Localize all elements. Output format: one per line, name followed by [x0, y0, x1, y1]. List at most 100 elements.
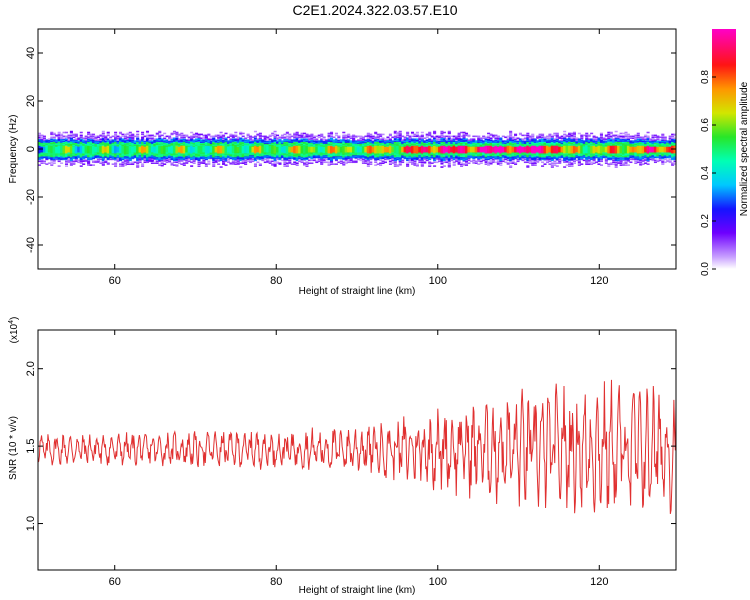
heatmap-cell	[386, 136, 390, 139]
heatmap-cell	[172, 138, 177, 140]
heatmap-cell	[256, 133, 260, 136]
heatmap-cell	[285, 139, 289, 141]
heatmap-cell	[128, 139, 132, 141]
heatmap-cell	[101, 164, 105, 166]
heatmap-cell	[477, 135, 481, 138]
heatmap-cell	[239, 133, 243, 136]
heatmap-cell	[398, 152, 402, 155]
heatmap-cell	[38, 143, 42, 145]
heatmap-cell	[236, 144, 240, 146]
heatmap-cell	[339, 149, 343, 152]
heatmap-cell	[244, 153, 248, 156]
heatmap-cell	[283, 137, 287, 140]
heatmap-cell	[133, 154, 137, 157]
heatmap-cell	[413, 150, 417, 153]
heatmap-cell	[69, 163, 73, 165]
heatmap-cell	[298, 136, 302, 139]
heatmap-cell	[359, 139, 363, 141]
heatmap-cell	[315, 147, 319, 149]
heatmap-cell	[246, 148, 250, 150]
heatmap-cell	[219, 135, 223, 138]
heatmap-cell	[489, 139, 493, 141]
heatmap-cell	[298, 140, 302, 142]
heatmap-cell	[158, 148, 162, 150]
heatmap-cell	[91, 164, 96, 166]
heatmap-cell	[268, 141, 272, 143]
heatmap-cell	[428, 157, 432, 160]
heatmap-cell	[266, 149, 270, 152]
heatmap-cell	[175, 161, 179, 164]
heatmap-cell	[406, 138, 410, 140]
heatmap-cell	[214, 145, 218, 147]
heatmap-cell	[462, 151, 466, 154]
heatmap-cell	[74, 138, 78, 140]
heatmap-cell	[494, 155, 498, 158]
heatmap-cell	[268, 160, 272, 163]
heatmap-cell	[84, 149, 88, 151]
heatmap-cell	[106, 144, 110, 146]
heatmap-cell	[334, 146, 338, 148]
heatmap-cell	[283, 152, 287, 155]
heatmap-cell	[199, 142, 203, 144]
heatmap-cell	[116, 149, 120, 151]
heatmap-cell	[298, 142, 302, 144]
heatmap-cell	[101, 157, 105, 160]
heatmap-cell	[455, 151, 459, 154]
heatmap-cell	[398, 163, 402, 165]
heatmap-cell	[99, 145, 103, 147]
heatmap-cell	[45, 139, 49, 141]
heatmap-cell	[487, 132, 491, 135]
heatmap-cell	[300, 157, 304, 160]
heatmap-cell	[67, 161, 71, 164]
heatmap-cell	[386, 146, 390, 148]
heatmap-cell	[374, 143, 378, 145]
heatmap-cell	[121, 133, 125, 136]
heatmap-cell	[136, 149, 140, 152]
heatmap-cell	[361, 138, 365, 140]
heatmap-cell	[342, 163, 346, 165]
heatmap-cell	[280, 151, 284, 154]
heatmap-cell	[82, 156, 86, 159]
heatmap-cell	[50, 143, 54, 145]
heatmap-cell	[222, 153, 226, 156]
heatmap-cell	[136, 137, 140, 140]
heatmap-cell	[38, 139, 42, 141]
heatmap-cell	[317, 160, 321, 163]
heatmap-cell	[94, 154, 98, 157]
heatmap-cell	[136, 149, 140, 151]
heatmap-cell	[170, 149, 174, 151]
heatmap-cell	[339, 151, 343, 154]
heatmap-cell	[195, 158, 199, 161]
heatmap-cell	[217, 143, 221, 145]
heatmap-cell	[406, 151, 410, 154]
heatmap-cell	[423, 137, 427, 140]
heatmap-cell	[447, 141, 451, 143]
heatmap-cell	[101, 135, 105, 138]
heatmap-cell	[271, 157, 275, 160]
heatmap-cell	[251, 141, 255, 143]
heatmap-cell	[494, 158, 498, 161]
heatmap-cell	[170, 149, 174, 152]
heatmap-cell	[342, 161, 346, 164]
heatmap-cell	[283, 146, 287, 148]
heatmap-cell	[106, 132, 110, 135]
heatmap-cell	[136, 166, 140, 168]
heatmap-cell	[278, 138, 282, 140]
heatmap-cell	[111, 157, 115, 160]
heatmap-cell	[298, 150, 302, 153]
heatmap-cell	[256, 155, 260, 158]
heatmap-cell	[50, 145, 54, 147]
heatmap-cell	[388, 140, 392, 142]
heatmap-cell	[62, 137, 66, 140]
heatmap-cell	[258, 163, 262, 165]
heatmap-cell	[496, 142, 500, 144]
heatmap-cell	[415, 135, 419, 138]
heatmap-cell	[413, 149, 417, 151]
heatmap-cell	[101, 142, 105, 144]
heatmap-cell	[219, 143, 223, 145]
heatmap-cell	[145, 134, 150, 137]
heatmap-cell	[477, 149, 481, 152]
heatmap-cell	[222, 140, 226, 142]
heatmap-cell	[160, 164, 164, 166]
heatmap-cell	[423, 147, 427, 149]
